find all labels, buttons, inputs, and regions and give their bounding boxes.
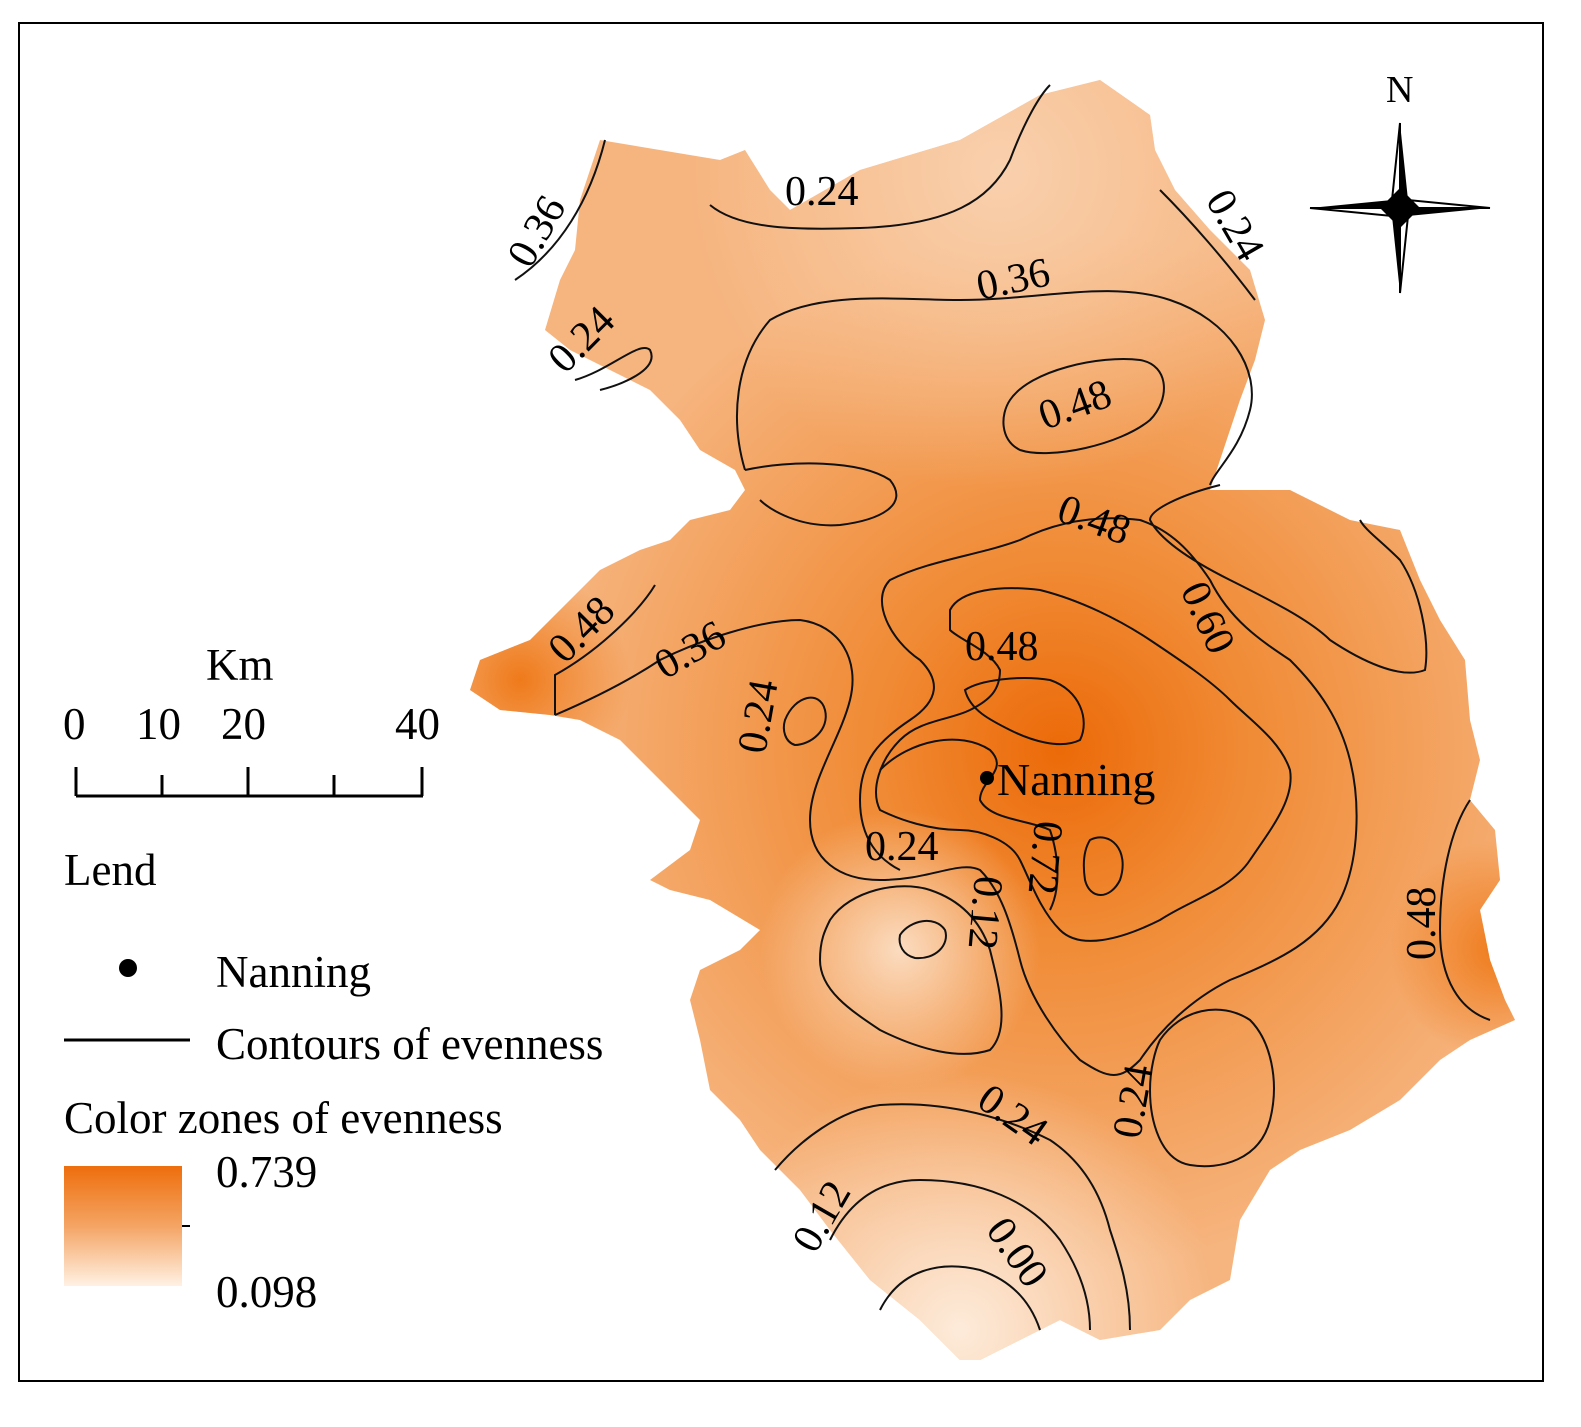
- contour-line: [554, 517, 1358, 1076]
- legend-point-icon: [119, 959, 137, 977]
- contour-line: [1082, 836, 1124, 896]
- scale-unit: Km: [206, 640, 274, 690]
- contour-line: [744, 462, 898, 527]
- contour-line: [782, 696, 827, 747]
- contour-label: 0.24: [865, 824, 939, 870]
- contour-label: 0.12: [959, 874, 1011, 951]
- evenness-contours: [514, 84, 1491, 1331]
- contour-line: [963, 677, 1085, 746]
- contour-line: [1002, 358, 1165, 455]
- legend-ramp-max: 0.739: [216, 1147, 318, 1197]
- contour-line: [1148, 1008, 1275, 1168]
- legend-title: Lend: [64, 845, 157, 895]
- contour-line: [1148, 484, 1428, 674]
- scale-tick-40: 40: [395, 699, 440, 749]
- contour-line: [709, 84, 1051, 230]
- contour-label: 0.48: [965, 624, 1039, 670]
- contour-line: [879, 1265, 1041, 1331]
- contour-line: [879, 738, 1059, 911]
- scale-tick-20: 20: [221, 699, 266, 749]
- city-nanning: Nanning: [980, 754, 1155, 805]
- contour-line: [829, 1178, 1091, 1331]
- contour-line: [774, 1103, 1131, 1331]
- contour-line: [554, 584, 656, 715]
- contour-label: 0.24: [785, 169, 859, 215]
- contour-line: [736, 290, 1253, 486]
- compass-rose-icon: [1309, 122, 1491, 294]
- contour-line: [1159, 189, 1256, 301]
- contour-line: [875, 587, 1292, 942]
- city-point-icon: [980, 771, 994, 785]
- contour-line: [818, 885, 1003, 1055]
- contour-line: [898, 920, 947, 960]
- legend-ramp-title: Color zones of evenness: [64, 1093, 503, 1143]
- city-label: Nanning: [997, 754, 1155, 805]
- scale-bar: [74, 767, 424, 798]
- legend-color-ramp: [64, 1166, 182, 1286]
- legend-ramp-min: 0.098: [216, 1267, 318, 1317]
- contour-label: 0.48: [1399, 887, 1445, 961]
- contour-line: [514, 139, 606, 281]
- scale-tick-10: 10: [136, 699, 181, 749]
- contour-label: 0.72: [1019, 819, 1071, 896]
- contour-line: [574, 347, 653, 391]
- contour-line: [1438, 799, 1491, 1021]
- scale-tick-0: 0: [63, 699, 86, 749]
- north-label: N: [1386, 69, 1413, 111]
- legend-line-label: Contours of evenness: [216, 1019, 604, 1069]
- legend-point-label: Nanning: [216, 947, 371, 997]
